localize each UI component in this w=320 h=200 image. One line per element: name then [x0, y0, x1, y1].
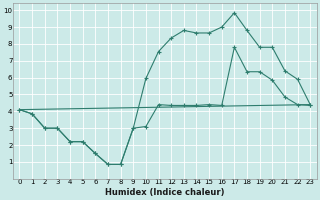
X-axis label: Humidex (Indice chaleur): Humidex (Indice chaleur) [105, 188, 225, 197]
